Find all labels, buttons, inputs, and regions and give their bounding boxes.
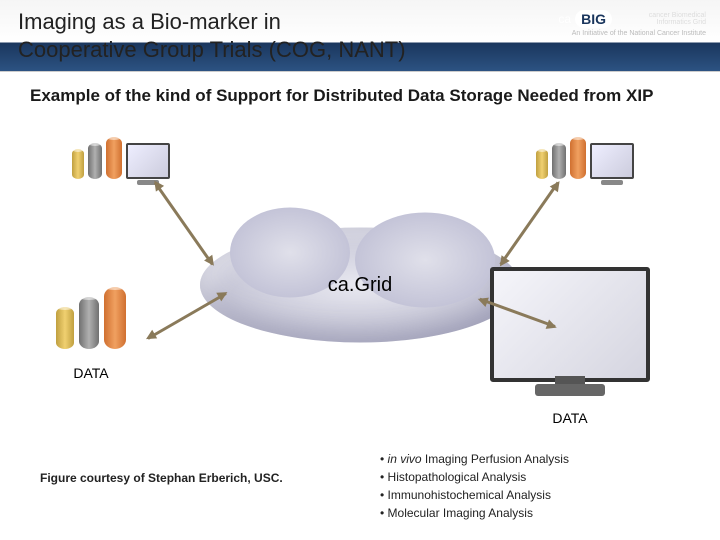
bullet-item: Immunohistochemical Analysis [380,486,569,504]
bullet-text: Imaging Perfusion Analysis [422,452,569,466]
arrow-tl [154,182,214,266]
arrow-tr [499,182,559,266]
analysis-bullets: in vivo Imaging Perfusion Analysis Histo… [380,450,569,522]
logo-subtitle: An Initiative of the National Cancer Ins… [558,30,706,37]
db-cylinder-icon [56,307,74,349]
data-label-right: DATA [552,410,587,426]
title-line-1: Imaging as a Bio-marker in [18,9,281,34]
monitor-icon [126,143,170,179]
data-label-left: DATA [73,365,108,381]
bullet-text: Histopathological Analysis [388,470,527,484]
db-cylinder-icon [536,149,548,179]
cloud-label: ca.Grid [328,274,392,297]
db-cylinder-icon [79,297,99,349]
bullet-item: Molecular Imaging Analysis [380,504,569,522]
bullet-item: Histopathological Analysis [380,468,569,486]
db-cylinder-icon [88,143,102,179]
monitor-icon [590,143,634,179]
network-diagram: ca.Grid DATA DATA [0,115,720,455]
cabig-logo: ca BIG cancer Biomedical Informatics Gri… [558,10,706,28]
db-cylinder-icon [552,143,566,179]
logo-big-text: BIG [575,10,612,28]
logo-suffix: cancer Biomedical Informatics Grid [616,12,706,26]
slide-subtitle: Example of the kind of Support for Distr… [30,86,700,106]
db-cylinder-icon [104,287,126,349]
node-top-right [536,137,634,179]
title-line-2: Cooperative Group Trials (COG, NANT) [18,37,406,62]
bullet-italic: in vivo [388,452,422,466]
db-cylinder-icon [106,137,122,179]
bullet-text: Immunohistochemical Analysis [388,488,551,502]
figure-credit: Figure courtesy of Stephan Erberich, USC… [40,471,283,485]
db-cylinder-icon [72,149,84,179]
monitor-large-icon [490,267,650,382]
node-bottom-left: DATA [56,287,126,381]
cloud-node: ca.Grid [200,228,520,343]
bullet-text: Molecular Imaging Analysis [388,506,533,520]
bullet-item: in vivo Imaging Perfusion Analysis [380,450,569,468]
logo-ca-text: ca [558,12,571,26]
node-top-left [72,137,170,179]
slide-header: Imaging as a Bio-marker in Cooperative G… [0,0,720,72]
db-cylinder-group [56,287,126,349]
logo-area: ca BIG cancer Biomedical Informatics Gri… [558,10,706,37]
node-bottom-right: DATA [490,267,650,426]
db-cylinder-icon [570,137,586,179]
